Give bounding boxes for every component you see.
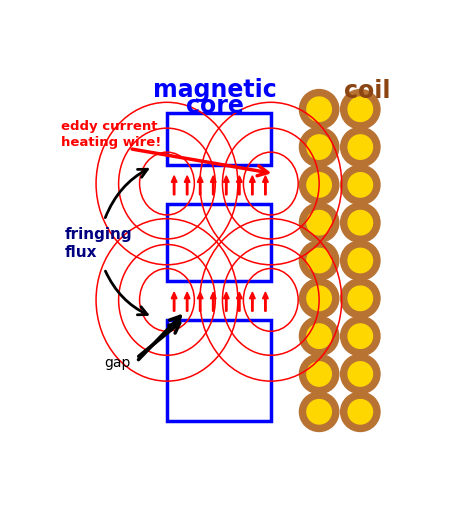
- Text: magnetic: magnetic: [153, 78, 277, 101]
- Circle shape: [348, 210, 372, 235]
- Circle shape: [340, 354, 380, 393]
- Bar: [167, 204, 271, 281]
- FancyArrow shape: [184, 176, 190, 195]
- Circle shape: [307, 135, 331, 159]
- Circle shape: [299, 203, 339, 242]
- FancyArrow shape: [171, 176, 177, 195]
- Circle shape: [299, 316, 339, 356]
- Circle shape: [299, 241, 339, 280]
- Circle shape: [348, 400, 372, 424]
- Circle shape: [348, 97, 372, 122]
- Circle shape: [299, 392, 339, 431]
- Circle shape: [299, 90, 339, 129]
- Circle shape: [348, 173, 372, 197]
- Circle shape: [348, 324, 372, 348]
- Circle shape: [340, 316, 380, 356]
- FancyArrow shape: [210, 292, 216, 311]
- Circle shape: [348, 135, 372, 159]
- Bar: [167, 113, 271, 165]
- FancyArrow shape: [237, 292, 242, 311]
- FancyArrow shape: [210, 176, 216, 195]
- Circle shape: [299, 127, 339, 167]
- Bar: [167, 320, 271, 421]
- Circle shape: [348, 286, 372, 311]
- Circle shape: [340, 203, 380, 242]
- Text: coil: coil: [344, 79, 391, 103]
- FancyArrow shape: [184, 292, 190, 311]
- FancyArrow shape: [237, 176, 242, 195]
- Circle shape: [340, 127, 380, 167]
- Circle shape: [307, 173, 331, 197]
- Circle shape: [307, 286, 331, 311]
- Circle shape: [340, 165, 380, 204]
- FancyArrow shape: [262, 176, 268, 195]
- FancyArrow shape: [224, 176, 229, 195]
- Circle shape: [340, 90, 380, 129]
- FancyArrow shape: [197, 292, 203, 311]
- Circle shape: [307, 248, 331, 273]
- Text: eddy current
heating wire!: eddy current heating wire!: [61, 120, 162, 149]
- Circle shape: [299, 354, 339, 393]
- FancyArrow shape: [171, 292, 177, 311]
- Circle shape: [340, 279, 380, 318]
- Circle shape: [348, 362, 372, 386]
- Circle shape: [348, 248, 372, 273]
- Circle shape: [307, 97, 331, 122]
- FancyArrow shape: [224, 292, 229, 311]
- Text: fringing
flux: fringing flux: [65, 227, 133, 260]
- Text: core: core: [186, 94, 244, 118]
- FancyArrow shape: [197, 176, 203, 195]
- FancyArrow shape: [249, 176, 255, 195]
- Circle shape: [307, 400, 331, 424]
- Circle shape: [340, 392, 380, 431]
- Circle shape: [340, 241, 380, 280]
- FancyArrow shape: [249, 292, 255, 311]
- FancyArrow shape: [262, 292, 268, 311]
- Circle shape: [307, 324, 331, 348]
- Circle shape: [299, 279, 339, 318]
- Circle shape: [307, 362, 331, 386]
- Circle shape: [307, 210, 331, 235]
- Text: gap: gap: [104, 356, 131, 371]
- Circle shape: [299, 165, 339, 204]
